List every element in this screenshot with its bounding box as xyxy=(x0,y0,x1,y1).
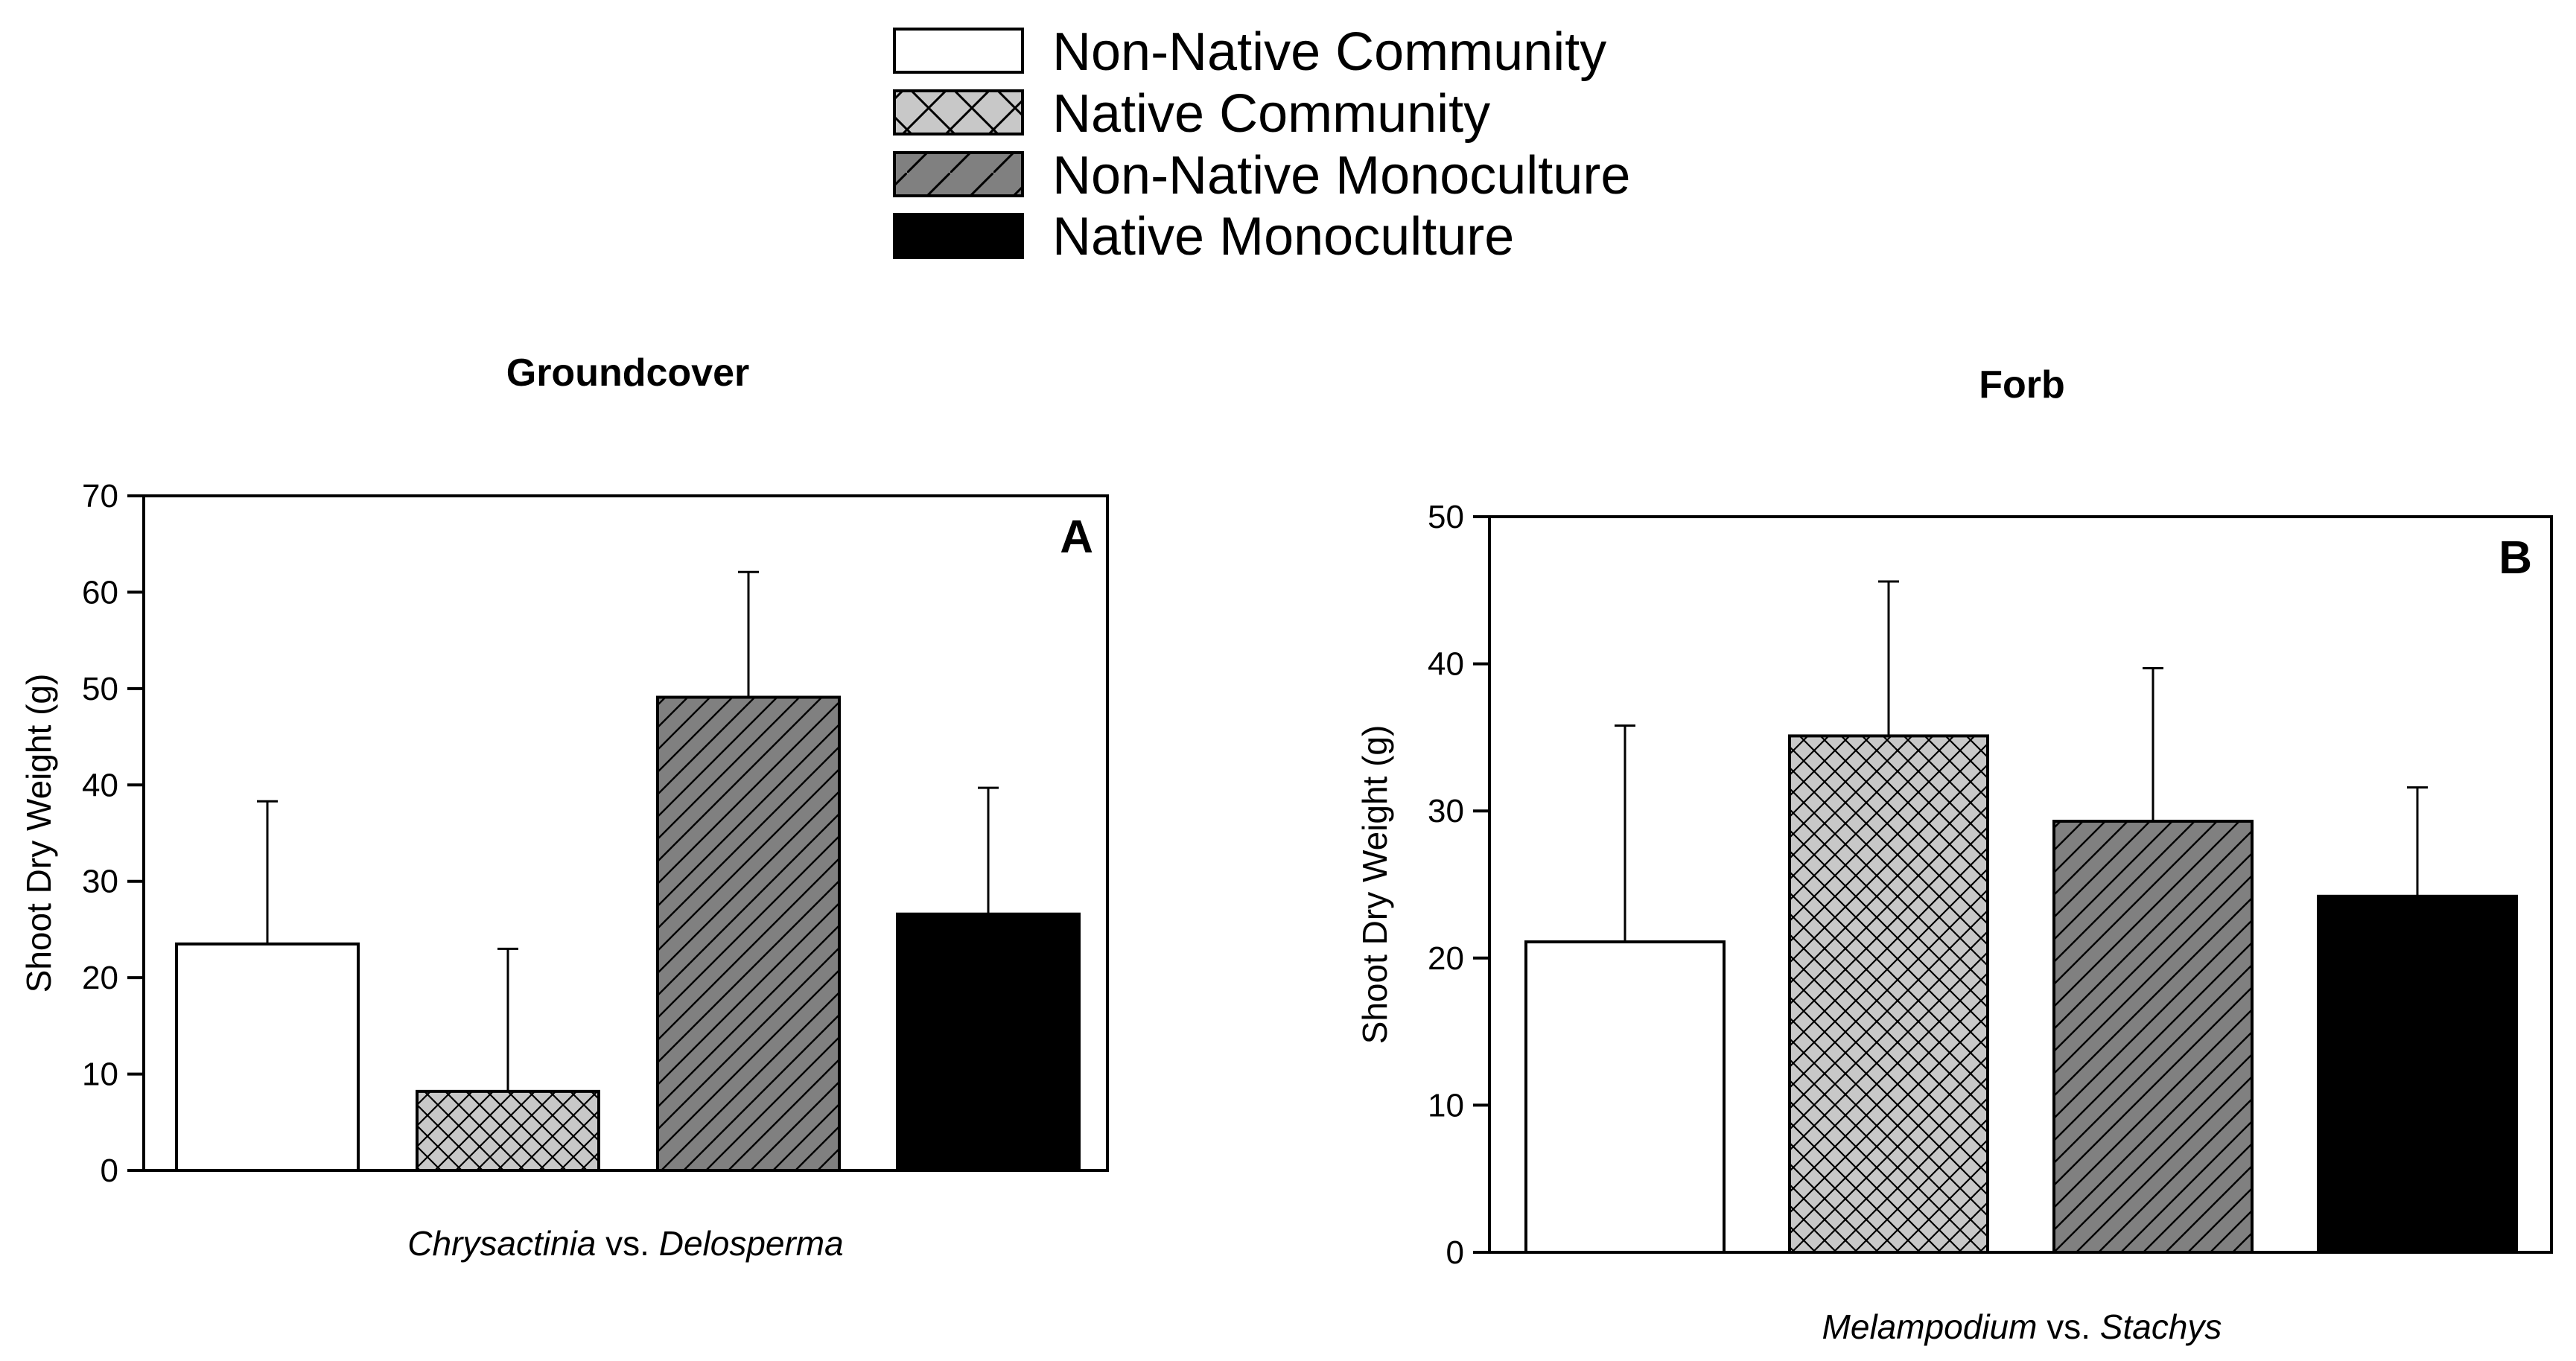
bars xyxy=(175,570,1081,1173)
y-tick-label: 20 xyxy=(82,960,118,996)
x-label-part: Melampodium xyxy=(1822,1307,2038,1346)
x-axis-label: Chrysactinia vs. Delosperma xyxy=(407,1224,843,1263)
panel-letter: A xyxy=(1060,511,1093,563)
chart-groundcover: Groundcover A Shoot Dry Weight (g) Chrys… xyxy=(19,351,1109,1263)
x-axis-label: Melampodium vs. Stachys xyxy=(1822,1307,2222,1346)
bars xyxy=(1524,580,2518,1254)
legend-swatch-native-community xyxy=(893,89,1024,136)
bar-native-monoculture xyxy=(896,912,1081,1172)
legend-item: Non-Native Community xyxy=(893,22,1606,82)
legend: Non-Native Community Native Community No… xyxy=(893,22,1630,267)
legend-label: Non-Native Monoculture xyxy=(1052,146,1630,205)
bar-native-monoculture xyxy=(2317,894,2518,1254)
y-ticks: 0 10 20 30 40 50 xyxy=(1428,499,1489,1271)
legend-item: Native Community xyxy=(893,84,1490,144)
bar-native-community xyxy=(1788,734,1989,1254)
y-tick-label: 30 xyxy=(1428,793,1464,829)
bar-non-native-monoculture xyxy=(656,695,841,1172)
legend-swatch-non-native-community xyxy=(893,28,1024,74)
y-tick-label: 10 xyxy=(1428,1087,1464,1123)
y-tick-label: 40 xyxy=(1428,646,1464,683)
y-tick-label: 20 xyxy=(1428,940,1464,977)
y-tick-label: 30 xyxy=(82,864,118,900)
plot-frame xyxy=(142,494,1109,1172)
bar-native-community xyxy=(416,1089,600,1172)
bar-non-native-monoculture xyxy=(2052,820,2254,1254)
y-tick-label: 10 xyxy=(82,1056,118,1093)
legend-swatch-non-native-monoculture xyxy=(893,151,1024,197)
y-tick-label: 70 xyxy=(82,478,118,514)
y-tick-label: 50 xyxy=(1428,499,1464,535)
legend-item: Non-Native Monoculture xyxy=(893,146,1630,205)
y-tick-label: 40 xyxy=(82,767,118,803)
legend-label: Non-Native Community xyxy=(1052,22,1606,82)
legend-item: Native Monoculture xyxy=(893,207,1514,267)
y-axis-label: Shoot Dry Weight (g) xyxy=(19,674,58,993)
chart-forb: Forb B Shoot Dry Weight (g) Melampodium … xyxy=(1355,363,2553,1346)
chart-title: Groundcover xyxy=(506,351,750,395)
y-axis-label: Shoot Dry Weight (g) xyxy=(1355,725,1394,1045)
x-label-part: vs. xyxy=(2037,1307,2099,1346)
y-tick-label: 0 xyxy=(1446,1234,1464,1271)
bar-non-native-community xyxy=(175,942,360,1173)
x-label-part: Delosperma xyxy=(659,1224,844,1263)
bar-non-native-community xyxy=(1524,940,1726,1254)
y-tick-label: 0 xyxy=(101,1153,118,1189)
y-tick-label: 50 xyxy=(82,671,118,707)
legend-label: Native Monoculture xyxy=(1052,207,1514,267)
panel-letter: B xyxy=(2499,532,2532,584)
chart-title: Forb xyxy=(1979,363,2065,407)
legend-label: Native Community xyxy=(1052,84,1490,144)
y-ticks: 0 10 20 30 40 50 60 70 xyxy=(82,478,144,1189)
x-label-part: Stachys xyxy=(2100,1307,2222,1346)
legend-swatch-native-monoculture xyxy=(893,213,1024,259)
y-tick-label: 60 xyxy=(82,574,118,611)
x-label-part: Chrysactinia xyxy=(407,1224,596,1263)
x-label-part: vs. xyxy=(596,1224,658,1263)
plot-frame xyxy=(1488,515,2553,1254)
